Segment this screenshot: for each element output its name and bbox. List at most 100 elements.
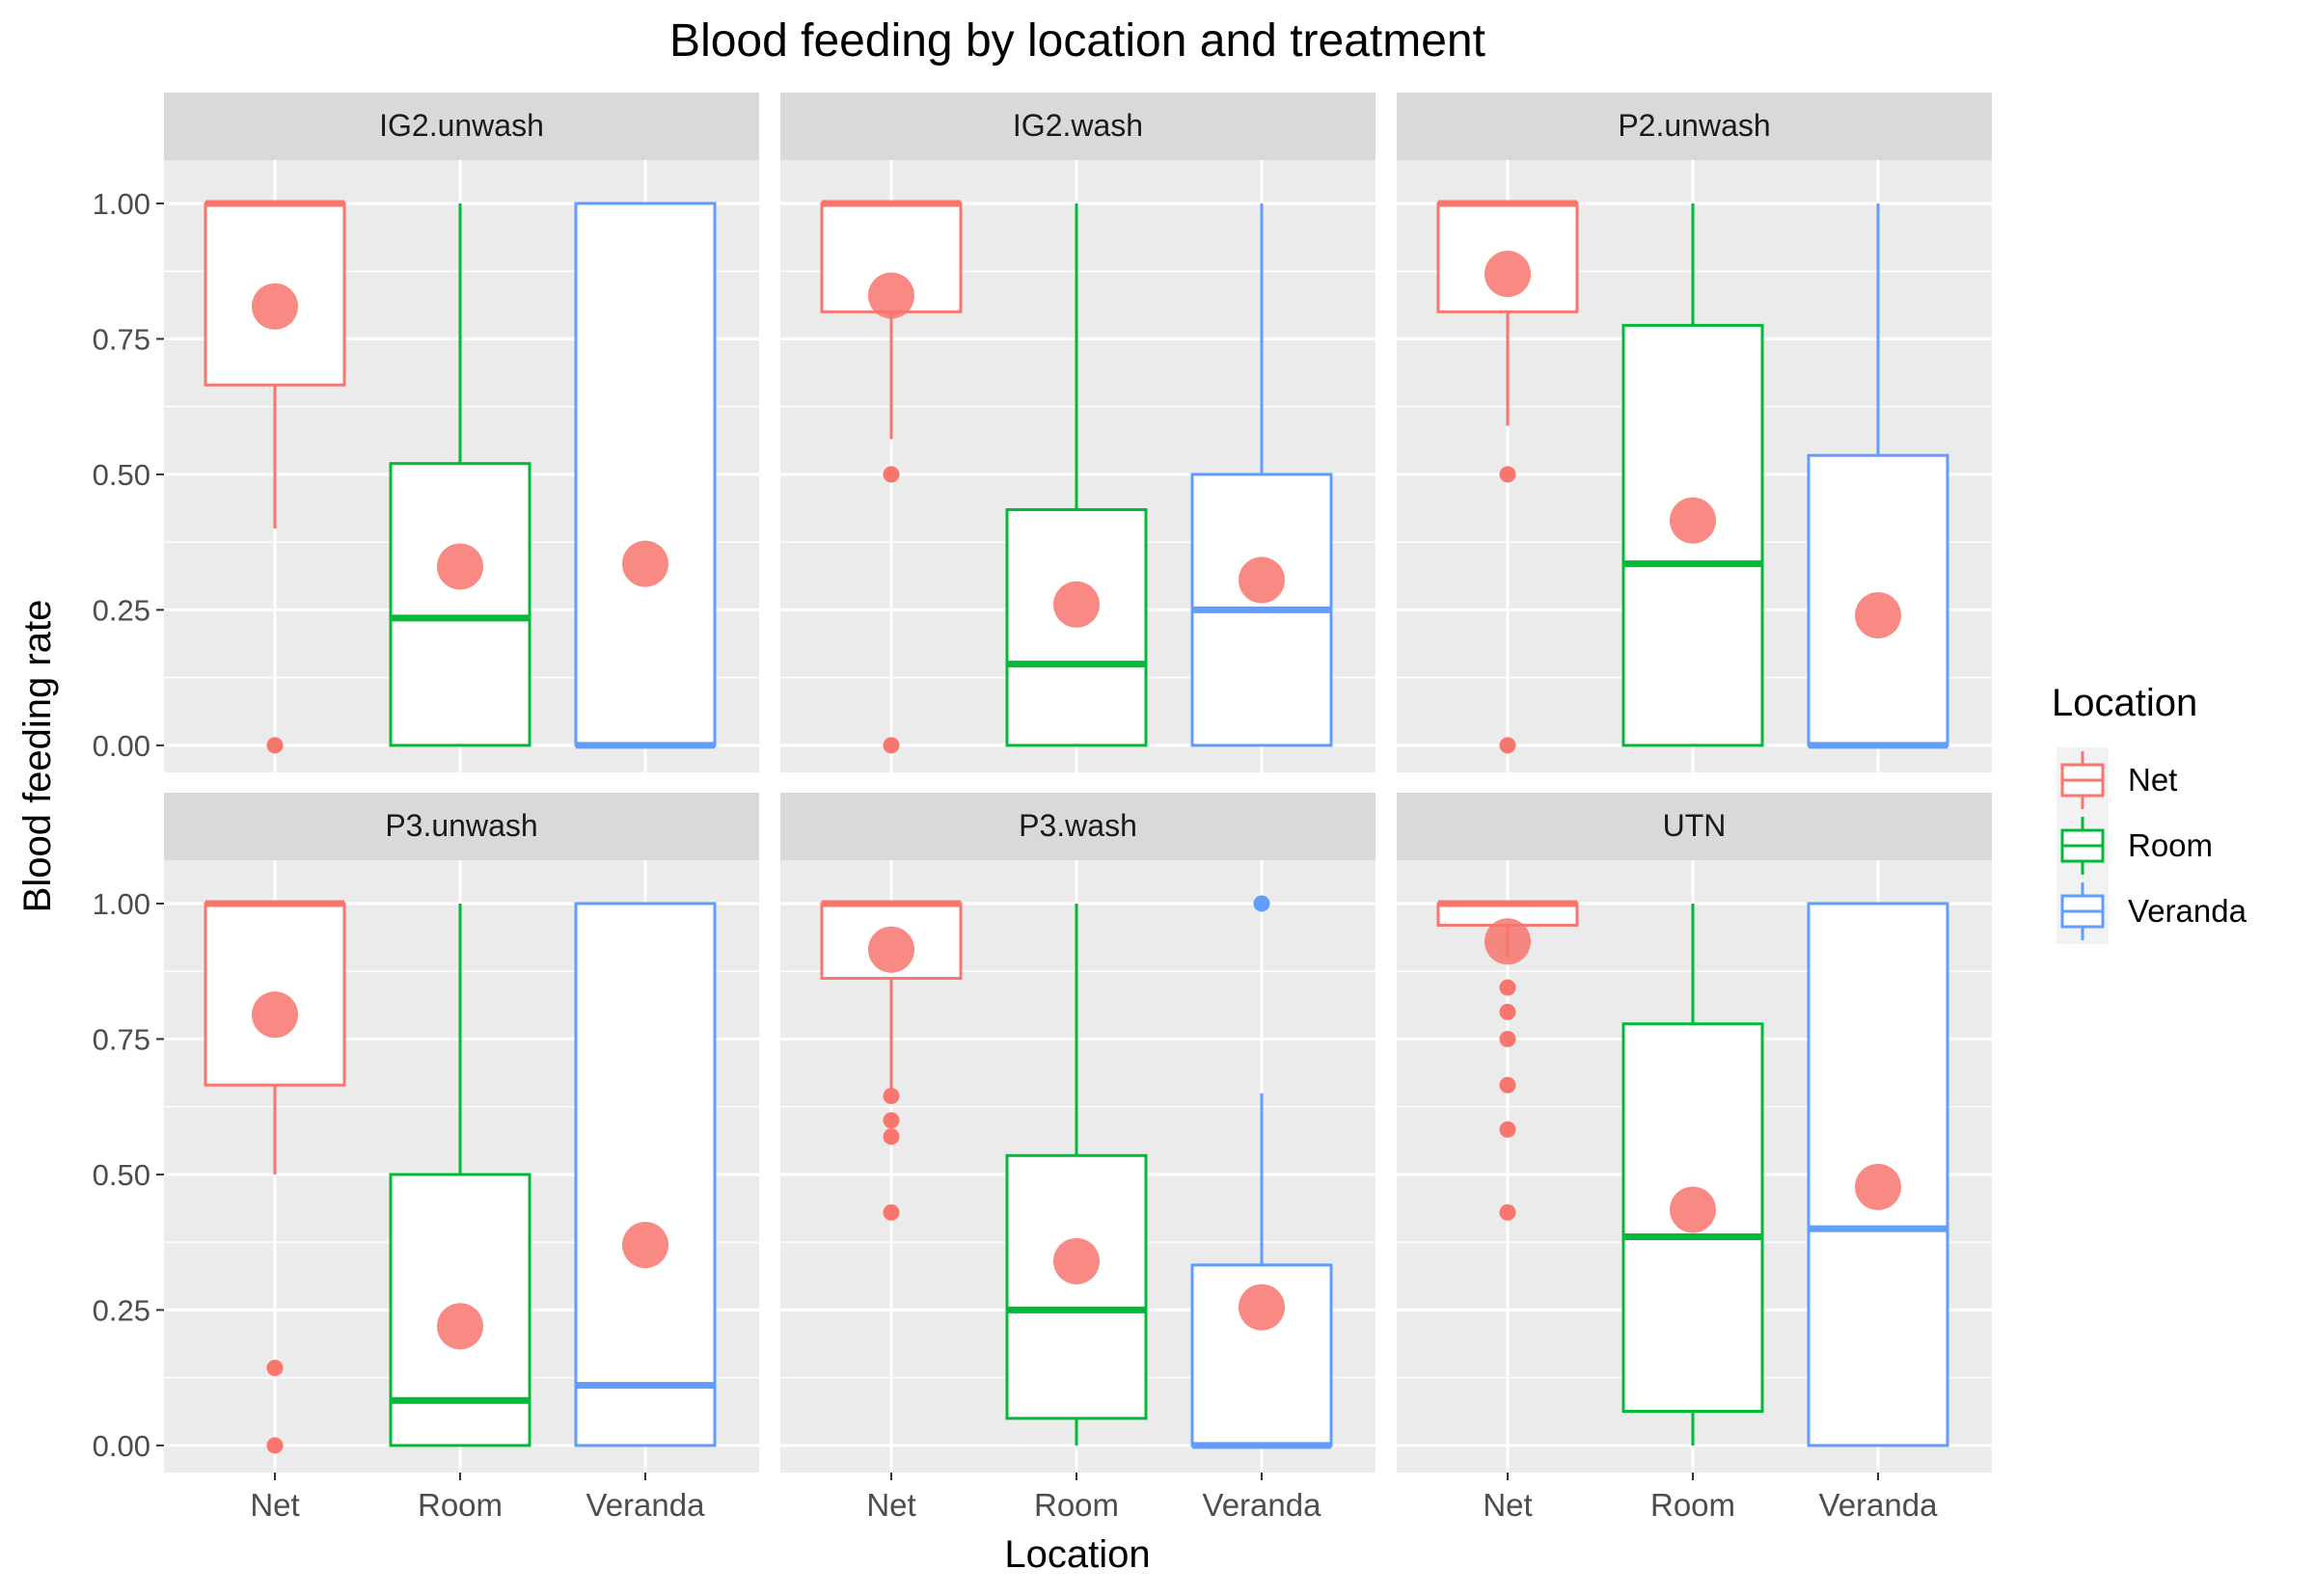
mean-point: [868, 272, 914, 319]
facet-strip: [780, 793, 1375, 860]
legend-label: Net: [2128, 762, 2177, 798]
mean-point: [622, 540, 668, 587]
mean-point: [1670, 497, 1716, 544]
outlier-point: [1499, 979, 1516, 996]
outlier-point: [1253, 895, 1270, 912]
x-tick-label: Room: [418, 1487, 503, 1523]
outlier-point: [883, 466, 900, 483]
facet-strip: [780, 93, 1375, 160]
outlier-point: [883, 1204, 900, 1221]
legend-label: Room: [2128, 827, 2213, 863]
y-tick-label: 0.25: [93, 1293, 150, 1327]
box-body: [1005, 1153, 1148, 1420]
y-axis-label: Blood feeding rate: [16, 600, 59, 913]
facet-strip: [164, 93, 759, 160]
facet-strip-label: UTN: [1663, 808, 1727, 843]
facet-strip-label: P2.unwash: [1618, 108, 1770, 143]
box-room: [389, 903, 531, 1447]
box-veranda: [1190, 895, 1333, 1449]
mean-point: [1053, 1237, 1100, 1285]
outlier-point: [883, 737, 900, 754]
box-room: [1005, 903, 1148, 1446]
outlier-point: [883, 1112, 900, 1129]
facet-strip-label: IG2.unwash: [379, 108, 544, 143]
x-tick-label: Net: [866, 1487, 915, 1523]
box-veranda: [1807, 902, 1949, 1447]
y-tick-label: 0.00: [93, 729, 150, 763]
box-net: [204, 200, 346, 754]
legend-label: Veranda: [2128, 893, 2247, 929]
outlier-point: [1499, 1121, 1516, 1138]
outlier-point: [883, 1087, 900, 1104]
y-tick-label: 1.00: [93, 187, 150, 221]
outlier-point: [1499, 1076, 1516, 1094]
x-tick-label: Veranda: [586, 1487, 706, 1523]
outlier-point: [266, 1360, 284, 1377]
outlier-point: [1499, 466, 1516, 483]
box-body: [389, 462, 531, 747]
facet-strip-label: IG2.wash: [1013, 108, 1143, 143]
legend-item-veranda: Veranda: [2060, 882, 2247, 940]
y-tick-label: 0.00: [93, 1429, 150, 1463]
x-tick-label: Room: [1650, 1487, 1735, 1523]
legend: Location Net Room Veranda: [2052, 682, 2247, 944]
x-tick-label: Veranda: [1819, 1487, 1939, 1523]
facet-panel-p3-wash: P3.wash: [780, 793, 1375, 1473]
legend-item-room: Room: [2060, 817, 2213, 875]
mean-point: [437, 1303, 483, 1350]
facet-strip: [1397, 793, 1992, 860]
mean-point: [1053, 581, 1100, 628]
legend-item-net: Net: [2060, 751, 2177, 809]
box-room: [1621, 203, 1764, 747]
facet-strip-label: P3.wash: [1019, 808, 1137, 843]
mean-point: [1855, 1163, 1901, 1210]
box-net: [204, 900, 346, 1454]
box-room: [1005, 203, 1148, 747]
mean-point: [1239, 1284, 1285, 1331]
facet-panel-p3-unwash: P3.unwash: [164, 793, 759, 1473]
mean-point: [1239, 556, 1285, 604]
mean-point: [868, 926, 914, 973]
y-tick-label: 1.00: [93, 887, 150, 921]
facet-panel-ig2-wash: IG2.wash: [780, 93, 1375, 772]
mean-point: [1855, 592, 1901, 639]
x-tick-label: Veranda: [1203, 1487, 1322, 1523]
mean-point: [1484, 918, 1531, 965]
chart-title: Blood feeding by location and treatment: [669, 15, 1485, 67]
x-tick-label: Room: [1034, 1487, 1119, 1523]
mean-point: [252, 991, 298, 1039]
box-room: [389, 203, 531, 747]
outlier-point: [1499, 737, 1516, 754]
y-tick-label: 0.50: [93, 1158, 150, 1192]
box-body: [574, 202, 717, 747]
outlier-point: [1499, 1030, 1516, 1047]
facet-panel-p2-unwash: P2.unwash: [1397, 93, 1992, 772]
y-tick-label: 0.50: [93, 458, 150, 492]
mean-point: [1484, 251, 1531, 298]
facet-strip: [164, 793, 759, 860]
box-veranda: [1807, 203, 1949, 749]
x-tick-label: Net: [250, 1487, 299, 1523]
mean-point: [252, 283, 298, 330]
mean-point: [1670, 1186, 1716, 1233]
box-veranda: [574, 902, 717, 1447]
legend-title: Location: [2052, 682, 2197, 724]
x-axis-label: Location: [1004, 1533, 1150, 1576]
box-net: [1436, 900, 1579, 1221]
mean-point: [437, 543, 483, 590]
facet-panel-utn: UTN: [1397, 793, 1992, 1473]
box-net: [820, 900, 963, 1221]
facet-strip-label: P3.unwash: [385, 808, 537, 843]
box-veranda: [1190, 203, 1333, 747]
facet-panel-ig2-unwash: IG2.unwash: [164, 93, 759, 772]
box-body: [574, 902, 717, 1447]
y-tick-label: 0.75: [93, 322, 150, 356]
outlier-point: [266, 1437, 284, 1454]
x-tick-label: Net: [1483, 1487, 1532, 1523]
mean-point: [622, 1221, 668, 1268]
outlier-point: [266, 737, 284, 754]
facet-strip: [1397, 93, 1992, 160]
outlier-point: [1499, 1003, 1516, 1020]
